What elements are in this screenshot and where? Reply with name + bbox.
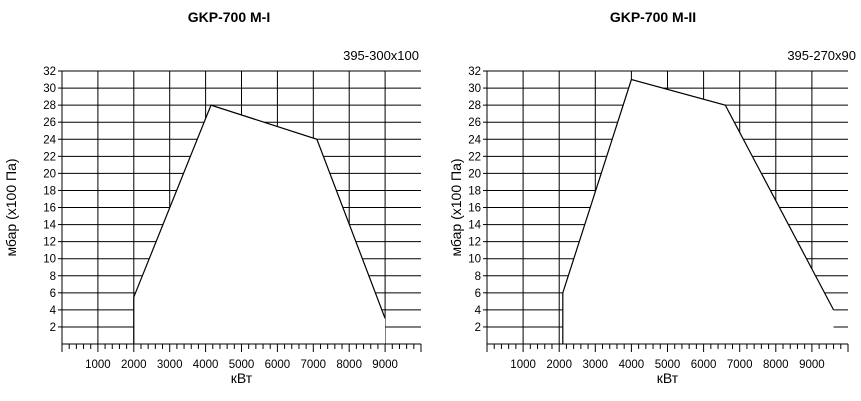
y-tick-label: 14 bbox=[468, 220, 481, 232]
x-tick-label: 3000 bbox=[583, 359, 609, 371]
chart-panel-m1: GKP-700 M-I395-300x100246810121416182022… bbox=[3, 9, 422, 386]
x-tick-label: 6000 bbox=[265, 359, 291, 371]
y-tick-label: 16 bbox=[43, 203, 56, 215]
chart-panel-m2: GKP-700 M-II395-270x90246810121416182022… bbox=[448, 9, 856, 386]
y-tick-label: 30 bbox=[43, 83, 56, 95]
x-tick-label: 8000 bbox=[336, 359, 362, 371]
x-tick-label: 8000 bbox=[763, 359, 789, 371]
y-tick-label: 8 bbox=[475, 271, 481, 283]
y-tick-label: 22 bbox=[43, 151, 56, 163]
x-tick-label: 3000 bbox=[157, 359, 183, 371]
y-tick-label: 12 bbox=[43, 237, 56, 249]
y-tick-label: 18 bbox=[43, 185, 56, 197]
y-tick-label: 2 bbox=[475, 322, 481, 334]
chart-subtitle: 395-270x90 bbox=[787, 48, 856, 63]
x-tick-label: 4000 bbox=[193, 359, 219, 371]
x-tick-label: 7000 bbox=[727, 359, 753, 371]
y-tick-label: 24 bbox=[468, 134, 481, 146]
y-axis-label: мбар (х100 Па) bbox=[3, 158, 19, 256]
x-tick-label: 2000 bbox=[546, 359, 572, 371]
x-tick-label: 7000 bbox=[301, 359, 327, 371]
y-tick-label: 4 bbox=[50, 305, 57, 317]
x-axis-label: кВт bbox=[657, 370, 679, 386]
y-tick-label: 10 bbox=[468, 254, 481, 266]
operating-area bbox=[133, 105, 386, 344]
y-tick-label: 12 bbox=[468, 237, 481, 249]
chart-title: GKP-700 M-I bbox=[188, 9, 270, 25]
y-tick-label: 28 bbox=[468, 100, 481, 112]
y-tick-label: 6 bbox=[50, 288, 56, 300]
y-tick-label: 6 bbox=[475, 288, 481, 300]
operating-area bbox=[562, 79, 834, 344]
y-tick-label: 10 bbox=[43, 254, 56, 266]
operating-boundary bbox=[133, 104, 386, 344]
x-tick-label: 6000 bbox=[691, 359, 717, 371]
x-tick-label: 2000 bbox=[121, 359, 147, 371]
y-tick-label: 24 bbox=[43, 134, 56, 146]
y-tick-label: 16 bbox=[468, 203, 481, 215]
y-tick-label: 32 bbox=[43, 66, 56, 78]
y-tick-label: 28 bbox=[43, 100, 56, 112]
x-tick-label: 1000 bbox=[510, 359, 536, 371]
x-tick-label: 4000 bbox=[619, 359, 645, 371]
y-tick-label: 4 bbox=[475, 305, 482, 317]
x-axis-label: кВт bbox=[231, 370, 253, 386]
x-tick-label: 9000 bbox=[372, 359, 398, 371]
chart-title: GKP-700 M-II bbox=[610, 9, 696, 25]
chart-subtitle: 395-300x100 bbox=[343, 48, 419, 63]
y-tick-label: 32 bbox=[468, 66, 481, 78]
y-axis-label: мбар (х100 Па) bbox=[448, 158, 464, 256]
y-tick-label: 20 bbox=[468, 168, 481, 180]
y-tick-label: 2 bbox=[50, 322, 56, 334]
x-tick-label: 5000 bbox=[655, 359, 681, 371]
y-tick-label: 26 bbox=[468, 117, 481, 129]
x-tick-label: 1000 bbox=[85, 359, 111, 371]
x-tick-label: 5000 bbox=[229, 359, 255, 371]
y-tick-label: 26 bbox=[43, 117, 56, 129]
y-tick-label: 8 bbox=[50, 271, 56, 283]
y-tick-label: 22 bbox=[468, 151, 481, 163]
y-tick-label: 14 bbox=[43, 220, 56, 232]
y-tick-label: 30 bbox=[468, 83, 481, 95]
y-tick-label: 18 bbox=[468, 185, 481, 197]
operating-boundary bbox=[562, 78, 835, 344]
x-tick-label: 9000 bbox=[799, 359, 825, 371]
y-tick-label: 20 bbox=[43, 168, 56, 180]
